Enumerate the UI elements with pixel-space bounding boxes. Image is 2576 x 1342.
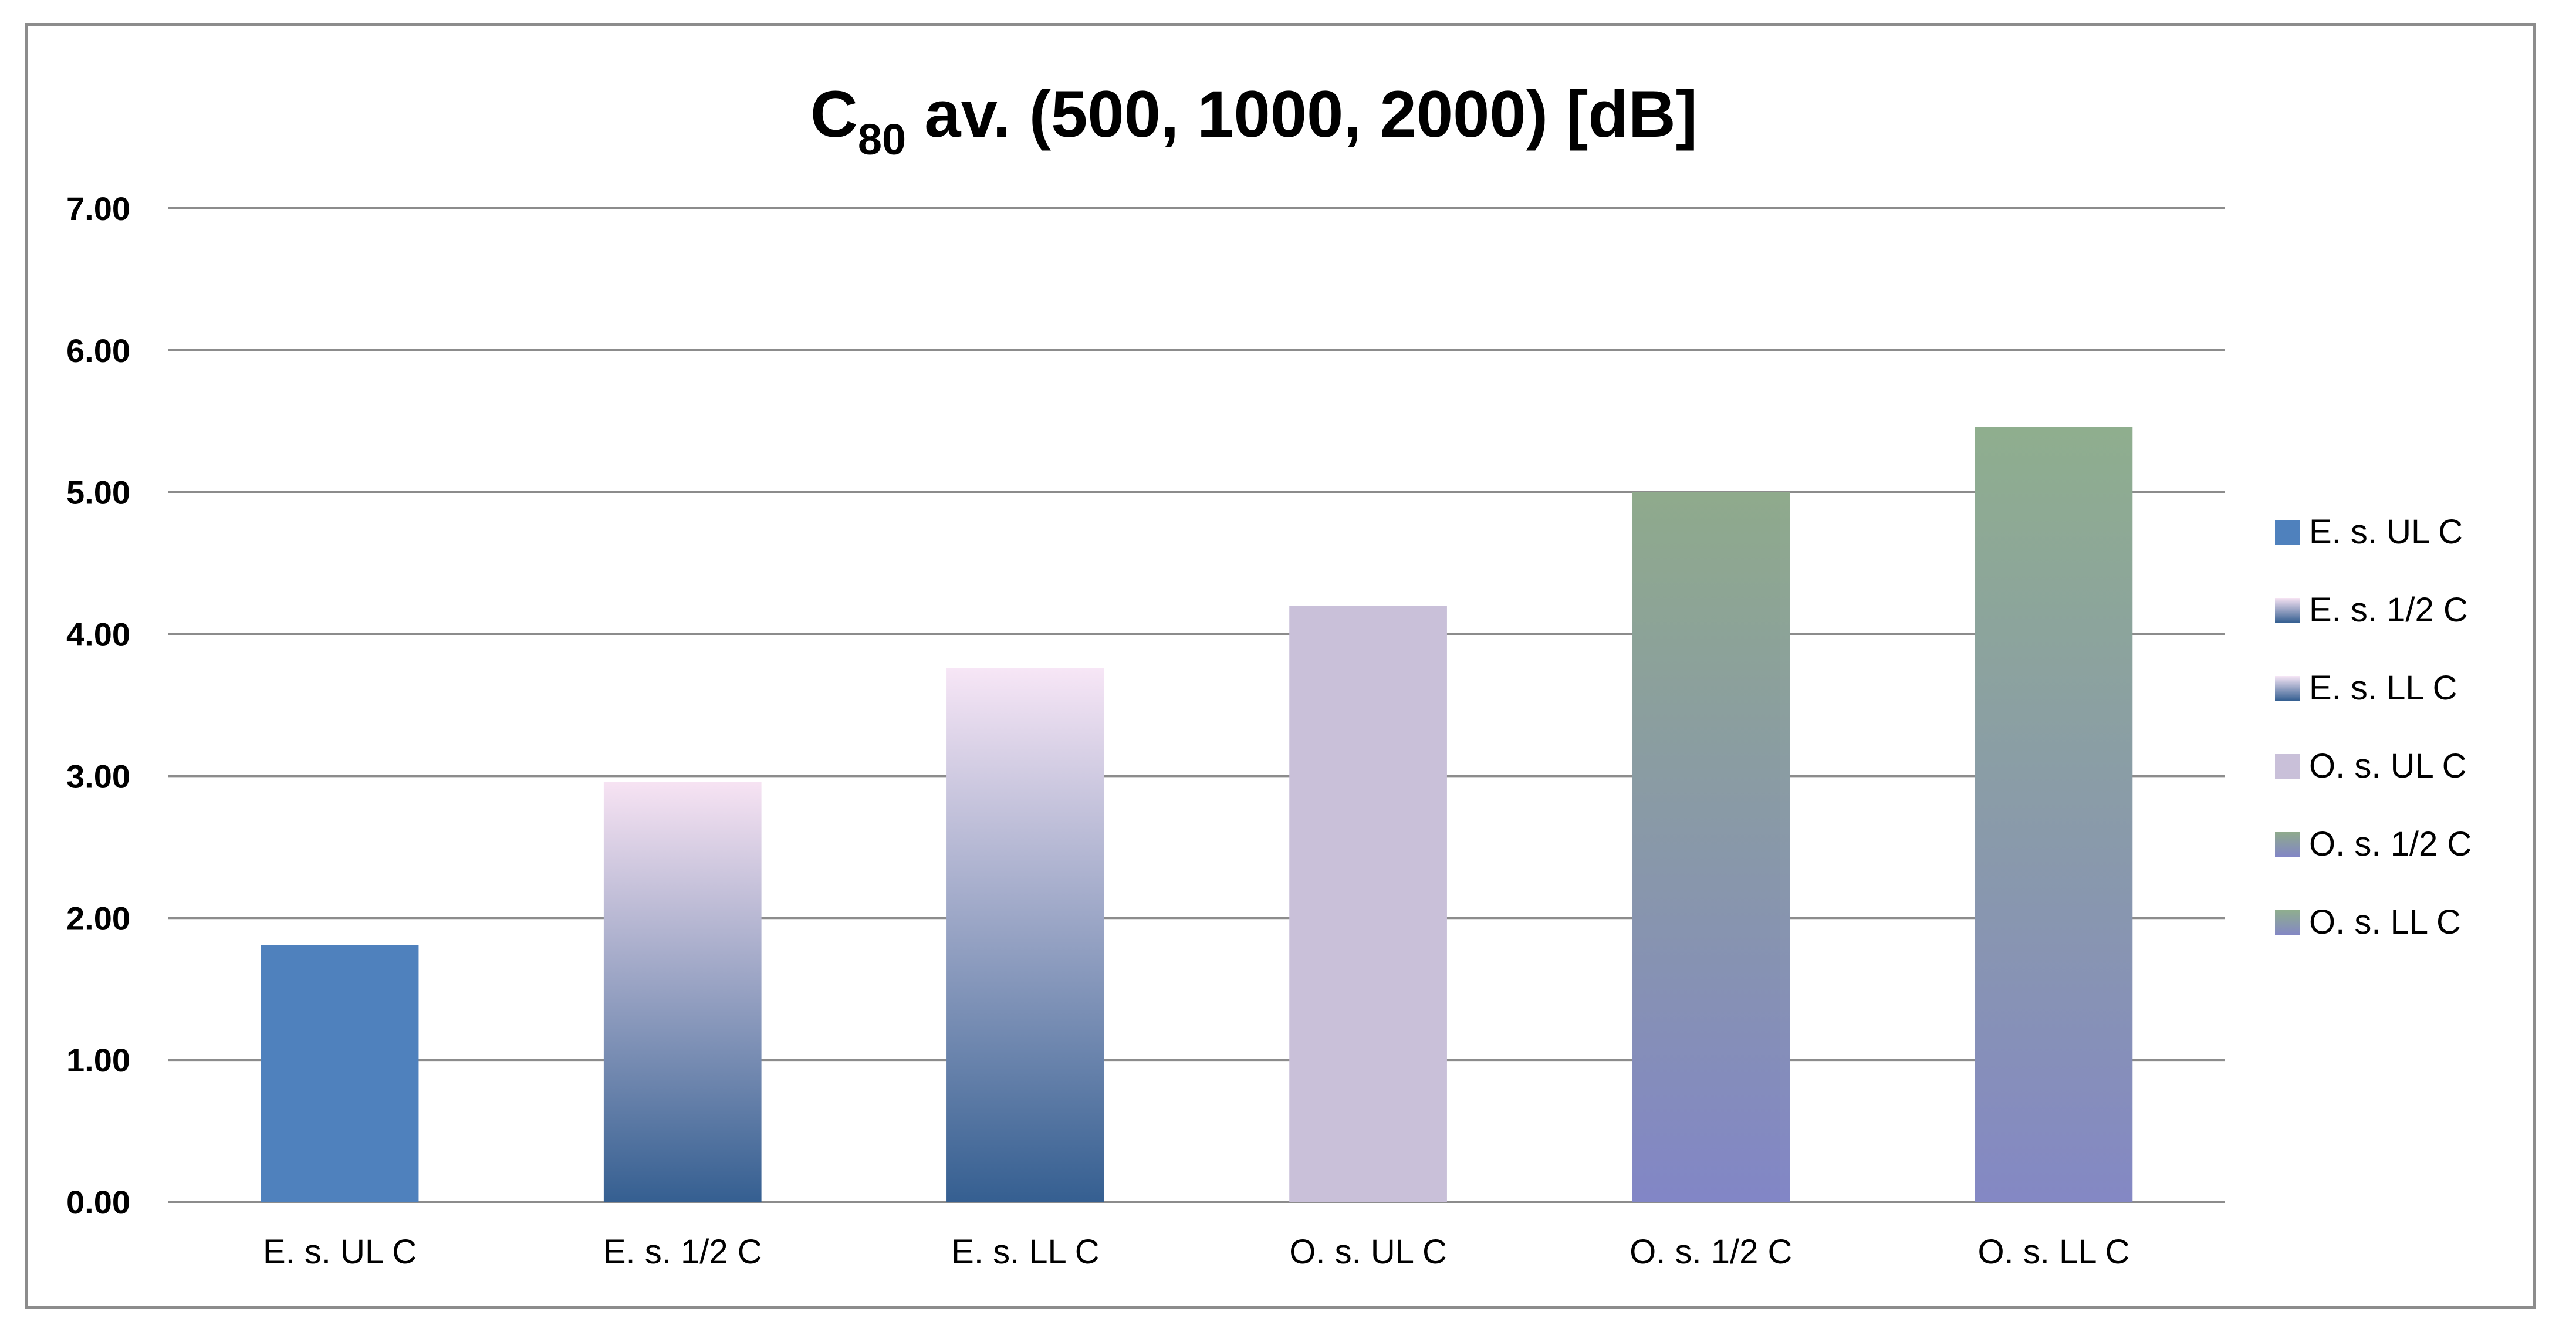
x-category-label: E. s. UL C	[263, 1233, 417, 1271]
legend-label: O. s. LL C	[2309, 903, 2461, 941]
chart-svg: C80 av. (500, 1000, 2000) [dB] 0.00 1.00 2…	[66, 77, 2472, 1271]
y-tick-label: 4.00	[66, 616, 130, 653]
chart-frame: C80 av. (500, 1000, 2000) [dB] 0.00 1.00 2…	[25, 23, 2536, 1309]
y-tick-label: 6.00	[66, 332, 130, 369]
bar-1	[261, 945, 419, 1202]
x-category-label: E. s. LL C	[951, 1233, 1100, 1271]
legend-swatch	[2275, 832, 2300, 857]
y-tick-label: 5.00	[66, 474, 130, 511]
chart-title: C80 av. (500, 1000, 2000) [dB]	[810, 77, 1698, 164]
y-tick-label: 0.00	[66, 1184, 130, 1221]
bar-2	[603, 782, 762, 1202]
legend-swatch	[2275, 910, 2300, 935]
chart-title-rest: av. (500, 1000, 2000) [dB]	[906, 77, 1698, 151]
chart-title-subscript: 80	[858, 115, 906, 164]
legend-swatch	[2275, 520, 2300, 545]
legend-swatch	[2275, 598, 2300, 623]
legend-label: E. s. UL C	[2309, 513, 2463, 551]
bar-5	[1632, 492, 1790, 1202]
y-tick-label: 1.00	[66, 1042, 130, 1079]
x-category-label: O. s. UL C	[1289, 1233, 1447, 1271]
bar-3	[946, 668, 1104, 1202]
y-tick-label: 7.00	[66, 190, 130, 227]
y-tick-label: 3.00	[66, 758, 130, 795]
x-category-label: O. s. 1/2 C	[1630, 1233, 1792, 1271]
legend: E. s. UL C E. s. 1/2 C E. s. LL C O. s. UL …	[2275, 513, 2472, 941]
legend-label: E. s. LL C	[2309, 669, 2457, 707]
bar-6	[1975, 427, 2133, 1202]
x-category-label: E. s. 1/2 C	[603, 1233, 762, 1271]
legend-swatch	[2275, 676, 2300, 701]
legend-label: O. s. UL C	[2309, 747, 2467, 785]
y-tick-label: 2.00	[66, 900, 130, 937]
bars	[261, 427, 2133, 1202]
legend-label: E. s. 1/2 C	[2309, 591, 2468, 629]
legend-swatch	[2275, 754, 2300, 779]
gridlines	[168, 207, 2225, 1203]
chart-title-main: C	[810, 77, 858, 151]
legend-label: O. s. 1/2 C	[2309, 825, 2472, 863]
y-axis-ticks: 0.00 1.00 2.00 3.00 4.00 5.00 6.00 7.00	[66, 190, 130, 1221]
x-axis-categories: E. s. UL C E. s. 1/2 C E. s. LL C O. s. UL …	[263, 1233, 2129, 1271]
bar-4	[1289, 606, 1447, 1202]
x-category-label: O. s. LL C	[1977, 1233, 2129, 1271]
